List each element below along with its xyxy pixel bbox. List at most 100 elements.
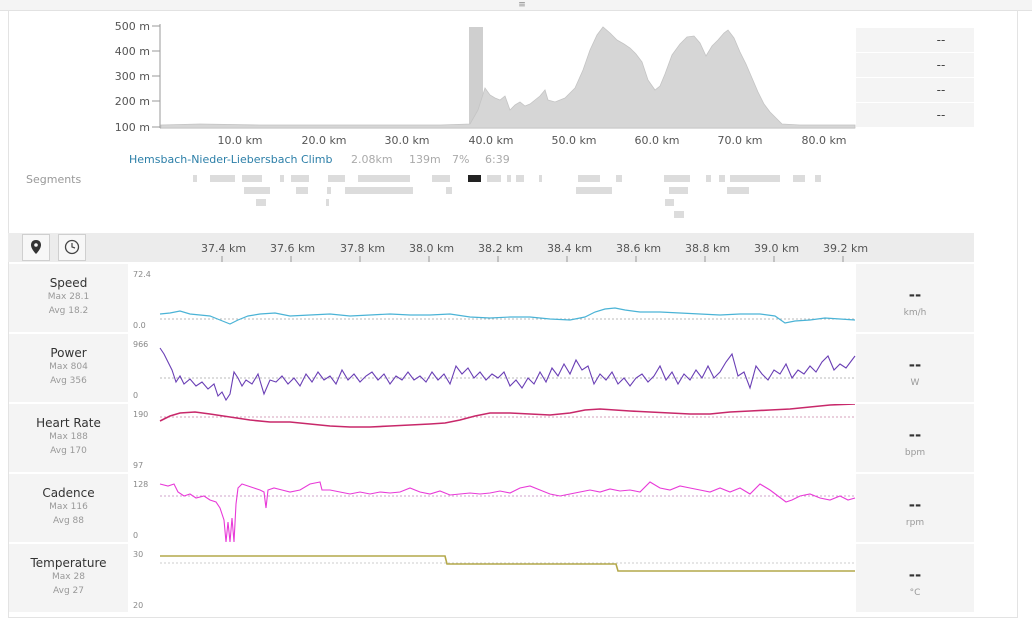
distance-tick: 38.6 km <box>616 242 662 255</box>
elevation-side-value: -- <box>856 78 974 102</box>
x-tick: 30.0 km <box>384 134 429 147</box>
distance-tick-marks <box>221 256 844 262</box>
segment-distance: 2.08km <box>351 153 393 166</box>
metric-avg: Avg 88 <box>53 516 84 526</box>
elevation-side-value: -- <box>856 28 974 52</box>
distance-tick: 38.8 km <box>685 242 731 255</box>
elevation-side-value: -- <box>856 53 974 77</box>
temp-y-min: 20 <box>133 601 144 610</box>
power-y-max: 966 <box>133 340 149 349</box>
heart-rate-chart[interactable] <box>0 404 860 474</box>
metric-unit: W <box>910 378 920 388</box>
metric-avg: Avg 356 <box>50 376 87 386</box>
segment-bar <box>291 175 309 182</box>
cadence-chart[interactable] <box>0 474 860 544</box>
clock-icon <box>64 239 80 255</box>
speed-chart[interactable] <box>0 264 860 334</box>
segment-bar <box>578 175 600 182</box>
segment-bar <box>706 175 711 182</box>
hr-y-min: 97 <box>133 461 144 470</box>
metric-label-cadence: Cadence Max 116 Avg 88 <box>9 474 128 542</box>
distance-tick: 38.0 km <box>409 242 455 255</box>
segment-bar <box>210 175 235 182</box>
x-tick: 40.0 km <box>468 134 513 147</box>
x-tick: 50.0 km <box>551 134 596 147</box>
metric-avg: Avg 170 <box>50 446 87 456</box>
segments-track[interactable] <box>0 170 860 222</box>
x-tick: 10.0 km <box>217 134 262 147</box>
elevation-chart[interactable]: 500 m 400 m 300 m 200 m 100 m 10.0 km 20… <box>0 0 860 150</box>
power-chart[interactable] <box>0 334 860 404</box>
segment-elevation: 139m <box>409 153 441 166</box>
distance-tick: 37.6 km <box>270 242 316 255</box>
resize-handle-icon[interactable]: ≡ <box>518 0 526 10</box>
power-series <box>159 347 856 402</box>
segment-bar <box>793 175 805 182</box>
segment-bar <box>719 175 725 182</box>
metric-max: Max 804 <box>49 362 88 372</box>
distance-tick: 39.0 km <box>754 242 800 255</box>
segment-bar <box>327 187 331 194</box>
metric-current: -- <box>908 356 922 374</box>
metric-current: -- <box>908 496 922 514</box>
x-tick: 70.0 km <box>717 134 762 147</box>
distance-tick: 37.8 km <box>340 242 386 255</box>
elevation-profile <box>160 26 856 129</box>
temp-y-max: 30 <box>133 550 144 559</box>
speed-y-max: 72.4 <box>133 270 151 279</box>
metric-value-heart-rate: -- bpm <box>856 404 974 472</box>
metric-current: -- <box>908 566 922 584</box>
segment-bar <box>669 187 688 194</box>
segment-bar <box>432 175 450 182</box>
cadence-series <box>159 481 856 543</box>
time-view-button[interactable] <box>58 234 86 261</box>
metric-name: Power <box>50 346 87 360</box>
temperature-chart[interactable] <box>0 544 860 614</box>
segment-bar <box>280 175 284 182</box>
metric-unit: bpm <box>904 448 926 458</box>
metric-label-power: Power Max 804 Avg 356 <box>9 334 128 402</box>
top-bar <box>0 0 1032 11</box>
temperature-series <box>160 555 855 572</box>
map-view-button[interactable] <box>22 234 50 261</box>
power-y-min: 0 <box>133 391 139 400</box>
segment-bar <box>664 175 690 182</box>
segment-bar <box>446 187 452 194</box>
segments-label: Segments <box>26 173 82 186</box>
metric-label-temperature: Temperature Max 28 Avg 27 <box>9 544 128 612</box>
segment-bar <box>516 175 524 182</box>
metric-name: Cadence <box>42 486 95 500</box>
segment-bar <box>242 175 262 182</box>
segment-bar <box>665 199 674 206</box>
map-pin-icon <box>31 240 41 254</box>
segment-bar <box>328 175 345 182</box>
metric-max: Max 28 <box>52 572 85 582</box>
metric-label-speed: Speed Max 28.1 Avg 18.2 <box>9 264 128 332</box>
metric-unit: °C <box>909 588 921 598</box>
metric-value-temperature: -- °C <box>856 544 974 612</box>
speed-y-min: 0.0 <box>133 321 146 330</box>
y-tick: 500 m <box>115 20 150 33</box>
segment-bar <box>487 175 501 182</box>
hr-y-max: 190 <box>133 410 149 419</box>
metric-avg: Avg 27 <box>53 586 84 596</box>
x-tick: 80.0 km <box>801 134 846 147</box>
stream-toolbar <box>8 233 974 262</box>
segment-name-link[interactable]: Hemsbach-Nieder-Liebersbach Climb <box>129 153 333 166</box>
heart-rate-series <box>159 404 856 428</box>
segment-bar <box>345 187 413 194</box>
segment-bar <box>507 175 511 182</box>
metric-value-speed: -- km/h <box>856 264 974 332</box>
segment-bar <box>296 187 308 194</box>
distance-tick: 37.4 km <box>201 242 247 255</box>
y-tick: 300 m <box>115 70 150 83</box>
segment-bar <box>193 175 197 182</box>
segment-highlight <box>469 27 483 128</box>
distance-tick: 39.2 km <box>823 242 869 255</box>
metric-max: Max 188 <box>49 432 88 442</box>
metric-unit: km/h <box>903 308 927 318</box>
metric-label-heart-rate: Heart Rate Max 188 Avg 170 <box>9 404 128 472</box>
metric-unit: rpm <box>905 518 925 528</box>
segment-bar <box>727 187 749 194</box>
segment-bar <box>539 175 542 182</box>
